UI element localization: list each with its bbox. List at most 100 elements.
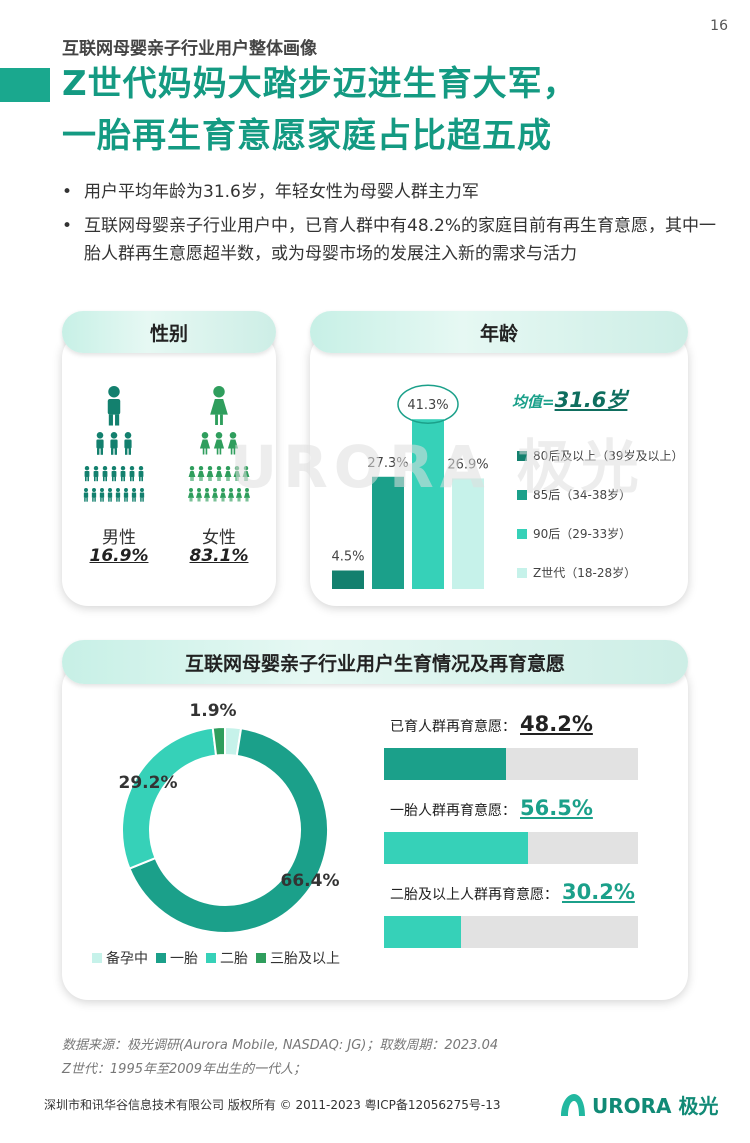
legend-swatch <box>517 450 527 461</box>
footer-copyright: 深圳市和讯华谷信息技术有限公司 版权所有 © 2011-2023 粤ICP备12… <box>44 1098 501 1112</box>
willingness-item: 一胎人群再育意愿： 56.5% <box>380 796 650 864</box>
title-line-2: 一胎再生育意愿家庭占比超五成 <box>62 116 552 156</box>
legend-swatch <box>256 953 266 963</box>
age-legend-item: 80后及以上（39岁及以上） <box>517 436 685 475</box>
female-person-icon <box>197 466 205 481</box>
willingness-bar-fill <box>384 832 528 864</box>
female-person-icon <box>233 466 241 481</box>
page-title: Z世代妈妈大踏步迈进生育大军， 一胎再生育意愿家庭占比超五成 <box>62 58 578 162</box>
female-person-icon <box>242 466 250 481</box>
donut-label: 29.2% <box>119 773 178 793</box>
donut-legend-item: 备孕中 <box>92 948 148 968</box>
legend-swatch <box>517 567 527 578</box>
female-person-icon <box>215 466 223 481</box>
legend-label: 备孕中 <box>106 951 148 967</box>
age-bar <box>332 570 364 589</box>
donut-slice <box>211 725 226 757</box>
male-value: 16.9% <box>89 546 149 566</box>
male-person-icon <box>107 488 113 502</box>
willingness-item: 二胎及以上人群再育意愿： 30.2% <box>380 880 650 948</box>
female-person-icon <box>203 488 211 502</box>
bullet-list: 用户平均年龄为31.6岁，年轻女性为母婴人群主力军 互联网母婴亲子行业用户中，已… <box>62 178 722 274</box>
male-person-icon <box>131 488 137 502</box>
fertility-donut-chart: 66.4% 29.2% 1.9% <box>119 701 340 934</box>
donut-slice <box>128 727 329 934</box>
willingness-heading: 二胎及以上人群再育意愿： 30.2% <box>380 880 650 908</box>
age-bar-label: 4.5% <box>331 550 364 565</box>
willingness-heading: 已育人群再育意愿： 48.2% <box>380 712 650 740</box>
willingness-label: 一胎人群再育意愿： <box>390 803 516 819</box>
donut-label: 1.9% <box>189 701 236 721</box>
legend-label: 80后及以上（39岁及以上） <box>533 449 684 463</box>
female-label: 女性 <box>202 528 236 548</box>
willingness-bar-track <box>384 832 638 864</box>
donut-legend-item: 二胎 <box>206 948 248 968</box>
bullet-item: 互联网母婴亲子行业用户中，已育人群中有48.2%的家庭目前有再生育意愿，其中一胎… <box>62 212 722 268</box>
female-value: 83.1% <box>189 546 249 566</box>
female-person-icon <box>227 488 235 502</box>
data-source: 数据来源：极光调研(Aurora Mobile, NASDAQ: JG)；取数周… <box>62 1038 499 1053</box>
male-person-icon <box>99 488 105 502</box>
willingness-item: 已育人群再育意愿： 48.2% <box>380 712 650 780</box>
willingness-bar-track <box>384 916 638 948</box>
male-person-icon <box>123 488 129 502</box>
male-person-icon <box>93 466 99 482</box>
age-bar <box>452 478 484 589</box>
female-person-icon <box>213 432 225 455</box>
willingness-bar-fill <box>384 748 507 780</box>
legend-label: Z世代（18-28岁） <box>533 566 637 580</box>
age-legend: 80后及以上（39岁及以上） 85后（34-38岁） 90后（29-33岁） Z世代（… <box>517 436 685 592</box>
legend-label: 三胎及以上 <box>270 951 340 967</box>
note: Z世代：1995年至2009年出生的一代人； <box>62 1062 307 1077</box>
logo: URORA 极光 <box>558 1090 718 1119</box>
bullet-item: 用户平均年龄为31.6岁，年轻女性为母婴人群主力军 <box>62 178 722 206</box>
male-person-icon <box>110 432 118 455</box>
age-legend-item: 85后（34-38岁） <box>517 475 685 514</box>
legend-label: 90后（29-33岁） <box>533 527 632 541</box>
willingness-bar-track <box>384 748 638 780</box>
female-person-icon <box>219 488 227 502</box>
age-mean-label: 均值= <box>512 393 555 411</box>
female-person-icon <box>210 386 228 425</box>
donut-legend-item: 一胎 <box>156 948 198 968</box>
female-person-icon <box>188 466 196 481</box>
age-mean: 均值=31.6岁 <box>512 384 627 414</box>
legend-swatch <box>517 528 527 539</box>
female-person-icon <box>235 488 243 502</box>
female-person-icon <box>199 432 211 455</box>
aurora-logo-icon <box>561 1093 585 1116</box>
age-bar-label: 41.3% <box>407 398 448 413</box>
page-number: 16 <box>710 18 728 34</box>
age-header: 年龄 <box>310 311 688 353</box>
age-legend-item: 90后（29-33岁） <box>517 514 685 553</box>
willingness-value: 56.5% <box>520 796 593 820</box>
male-person-icon <box>107 386 121 426</box>
age-legend-item: Z世代（18-28岁） <box>517 553 685 592</box>
male-person-icon <box>96 432 104 455</box>
section-label: 互联网母婴亲子行业用户整体画像 <box>62 39 317 59</box>
female-person-icon <box>224 466 232 481</box>
male-person-icon <box>91 488 97 502</box>
age-mean-value: 31.6岁 <box>554 388 628 412</box>
male-person-icon <box>139 488 145 502</box>
female-person-icon <box>227 432 239 455</box>
willingness-heading: 一胎人群再育意愿： 56.5% <box>380 796 650 824</box>
age-bar-chart: 4.5% 27.3% 41.3% 26.9% <box>331 384 489 589</box>
legend-label: 一胎 <box>170 951 198 967</box>
male-person-icon <box>84 466 90 482</box>
willingness-value: 48.2% <box>520 712 593 736</box>
male-person-icon <box>115 488 121 502</box>
age-bar-label: 26.9% <box>447 457 488 472</box>
female-person-icon <box>211 488 219 502</box>
female-person-icon <box>206 466 214 481</box>
legend-swatch <box>517 489 527 500</box>
male-person-icon <box>120 466 126 482</box>
willingness-label: 二胎及以上人群再育意愿： <box>390 887 558 903</box>
male-person-icon <box>83 488 89 502</box>
willingness-value: 30.2% <box>562 880 635 904</box>
legend-swatch <box>156 953 166 963</box>
willingness-label: 已育人群再育意愿： <box>390 719 516 735</box>
donut-label: 66.4% <box>281 871 340 891</box>
female-person-icon <box>187 488 195 502</box>
male-person-icon <box>138 466 144 482</box>
